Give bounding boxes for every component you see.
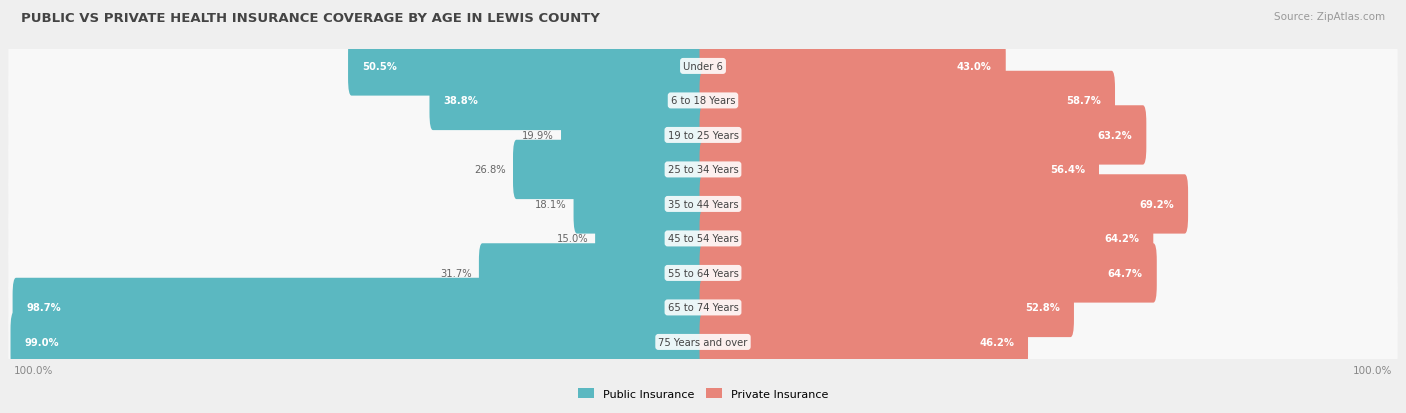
Text: 18.1%: 18.1% (534, 199, 567, 209)
Text: 52.8%: 52.8% (1025, 303, 1060, 313)
Text: 35 to 44 Years: 35 to 44 Years (668, 199, 738, 209)
Text: 56.4%: 56.4% (1050, 165, 1085, 175)
Text: 25 to 34 Years: 25 to 34 Years (668, 165, 738, 175)
Text: Source: ZipAtlas.com: Source: ZipAtlas.com (1274, 12, 1385, 22)
Text: 55 to 64 Years: 55 to 64 Years (668, 268, 738, 278)
Text: 45 to 54 Years: 45 to 54 Years (668, 234, 738, 244)
Text: 100.0%: 100.0% (1353, 365, 1392, 375)
Text: 38.8%: 38.8% (443, 96, 478, 106)
Legend: Public Insurance, Private Insurance: Public Insurance, Private Insurance (574, 384, 832, 404)
Text: 75 Years and over: 75 Years and over (658, 337, 748, 347)
Text: 100.0%: 100.0% (14, 365, 53, 375)
Text: 43.0%: 43.0% (957, 62, 991, 72)
Text: 46.2%: 46.2% (979, 337, 1014, 347)
FancyBboxPatch shape (700, 313, 1028, 372)
FancyBboxPatch shape (513, 140, 706, 199)
Text: 65 to 74 Years: 65 to 74 Years (668, 303, 738, 313)
FancyBboxPatch shape (700, 175, 1188, 234)
Text: 6 to 18 Years: 6 to 18 Years (671, 96, 735, 106)
Text: 64.7%: 64.7% (1108, 268, 1143, 278)
FancyBboxPatch shape (700, 37, 1005, 96)
FancyBboxPatch shape (8, 162, 1398, 247)
FancyBboxPatch shape (700, 106, 1146, 165)
Text: 19 to 25 Years: 19 to 25 Years (668, 131, 738, 140)
FancyBboxPatch shape (700, 244, 1157, 303)
Text: 58.7%: 58.7% (1066, 96, 1101, 106)
Text: 31.7%: 31.7% (440, 268, 472, 278)
FancyBboxPatch shape (8, 94, 1398, 178)
Text: Under 6: Under 6 (683, 62, 723, 72)
Text: 63.2%: 63.2% (1098, 131, 1132, 140)
FancyBboxPatch shape (8, 128, 1398, 212)
FancyBboxPatch shape (700, 278, 1074, 337)
FancyBboxPatch shape (700, 209, 1153, 268)
FancyBboxPatch shape (595, 209, 706, 268)
FancyBboxPatch shape (700, 71, 1115, 131)
FancyBboxPatch shape (8, 197, 1398, 281)
FancyBboxPatch shape (561, 106, 706, 165)
FancyBboxPatch shape (8, 231, 1398, 315)
FancyBboxPatch shape (8, 59, 1398, 143)
Text: 64.2%: 64.2% (1104, 234, 1139, 244)
FancyBboxPatch shape (349, 37, 706, 96)
Text: 50.5%: 50.5% (361, 62, 396, 72)
Text: 99.0%: 99.0% (24, 337, 59, 347)
Text: 19.9%: 19.9% (522, 131, 554, 140)
FancyBboxPatch shape (13, 278, 706, 337)
FancyBboxPatch shape (429, 71, 706, 131)
Text: 69.2%: 69.2% (1139, 199, 1174, 209)
FancyBboxPatch shape (479, 244, 706, 303)
FancyBboxPatch shape (8, 25, 1398, 109)
Text: PUBLIC VS PRIVATE HEALTH INSURANCE COVERAGE BY AGE IN LEWIS COUNTY: PUBLIC VS PRIVATE HEALTH INSURANCE COVER… (21, 12, 600, 25)
Text: 98.7%: 98.7% (27, 303, 62, 313)
FancyBboxPatch shape (8, 300, 1398, 384)
FancyBboxPatch shape (8, 266, 1398, 350)
FancyBboxPatch shape (574, 175, 706, 234)
FancyBboxPatch shape (10, 313, 706, 372)
Text: 26.8%: 26.8% (474, 165, 506, 175)
FancyBboxPatch shape (700, 140, 1099, 199)
Text: 15.0%: 15.0% (557, 234, 588, 244)
